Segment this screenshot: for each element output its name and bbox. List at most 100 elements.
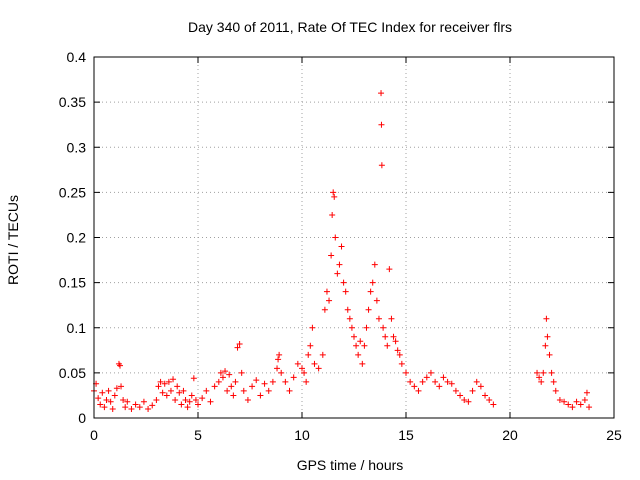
data-point (299, 365, 305, 372)
data-point (117, 362, 123, 369)
data-point (190, 375, 197, 382)
data-point (219, 374, 226, 381)
data-point (363, 324, 370, 331)
x-axis-label: GPS time / hours (297, 457, 404, 473)
data-point (118, 383, 125, 390)
data-point (552, 387, 559, 394)
y-tick-label: 0.05 (59, 365, 86, 381)
data-point (536, 374, 543, 381)
data-point (145, 405, 152, 412)
data-point (329, 211, 336, 218)
data-point (328, 252, 335, 259)
data-point (465, 398, 472, 405)
data-point (222, 368, 229, 375)
data-point (452, 387, 459, 394)
y-tick-label: 0.35 (59, 94, 86, 110)
data-point (583, 389, 590, 396)
data-point (373, 297, 380, 304)
data-point (378, 90, 385, 97)
y-tick-label: 0.1 (67, 320, 87, 336)
data-point (332, 234, 339, 241)
data-point (569, 404, 576, 411)
data-point (411, 383, 418, 390)
y-tick-label: 0.4 (67, 49, 87, 65)
data-point (149, 402, 156, 409)
data-point (211, 383, 218, 390)
data-point (155, 383, 162, 390)
data-point (113, 385, 120, 392)
data-point (294, 360, 301, 367)
data-point (543, 315, 550, 322)
data-point (561, 398, 568, 405)
data-point (188, 392, 195, 399)
data-point (544, 333, 551, 340)
data-point (249, 383, 256, 390)
data-point (290, 374, 297, 381)
data-point (236, 340, 243, 347)
data-point (338, 243, 345, 250)
y-tick-label: 0.2 (67, 230, 87, 246)
data-point (344, 306, 351, 313)
data-point (103, 396, 110, 403)
data-point (97, 401, 104, 408)
data-point (448, 380, 455, 387)
data-point (101, 404, 108, 411)
data-point (415, 387, 422, 394)
data-point (136, 404, 143, 411)
data-point (577, 401, 584, 408)
data-point (396, 351, 403, 358)
data-point (581, 396, 588, 403)
data-point (228, 383, 235, 390)
data-point (556, 396, 563, 403)
data-point (457, 392, 464, 399)
y-tick-label: 0.15 (59, 275, 86, 291)
data-point (469, 387, 476, 394)
data-point (305, 351, 312, 358)
x-tick-label: 20 (502, 427, 518, 443)
data-point (331, 193, 338, 200)
data-point (444, 378, 451, 385)
data-point (311, 360, 318, 367)
data-point (384, 342, 391, 349)
data-point (217, 369, 224, 376)
data-point (323, 288, 330, 295)
data-point (461, 396, 468, 403)
data-point (307, 342, 314, 349)
data-point (423, 374, 430, 381)
data-point (378, 121, 385, 128)
data-point (265, 387, 272, 394)
data-point (540, 369, 547, 376)
data-point (427, 369, 434, 376)
data-point (330, 189, 337, 196)
data-point (105, 387, 112, 394)
data-point (357, 338, 364, 345)
data-point (274, 365, 281, 372)
data-point (161, 380, 168, 387)
data-point (99, 389, 106, 396)
data-point (477, 383, 484, 390)
data-point (319, 351, 326, 358)
data-point (282, 378, 289, 385)
data-point (371, 261, 378, 268)
data-point (346, 315, 353, 322)
data-point (301, 369, 308, 376)
data-point (238, 369, 245, 376)
data-point (120, 396, 127, 403)
data-point (192, 396, 199, 403)
data-point (253, 377, 260, 384)
data-point (394, 347, 401, 354)
axis-ticks: 0 5 10 15 20 25 0 0.05 0.1 0.15 0.2 0.25 0.3 0.35 0.4 (59, 49, 622, 443)
data-point (182, 396, 189, 403)
data-point (375, 315, 382, 322)
data-point (392, 338, 399, 345)
data-point (224, 387, 231, 394)
data-point (365, 306, 372, 313)
x-tick-label: 25 (606, 427, 622, 443)
data-point (226, 371, 233, 378)
data-point (432, 378, 439, 385)
chart-title: Day 340 of 2011, Rate Of TEC Index for r… (188, 19, 512, 35)
data-point (490, 401, 497, 408)
data-points (91, 90, 593, 412)
data-point (195, 401, 201, 408)
data-point (336, 261, 343, 268)
